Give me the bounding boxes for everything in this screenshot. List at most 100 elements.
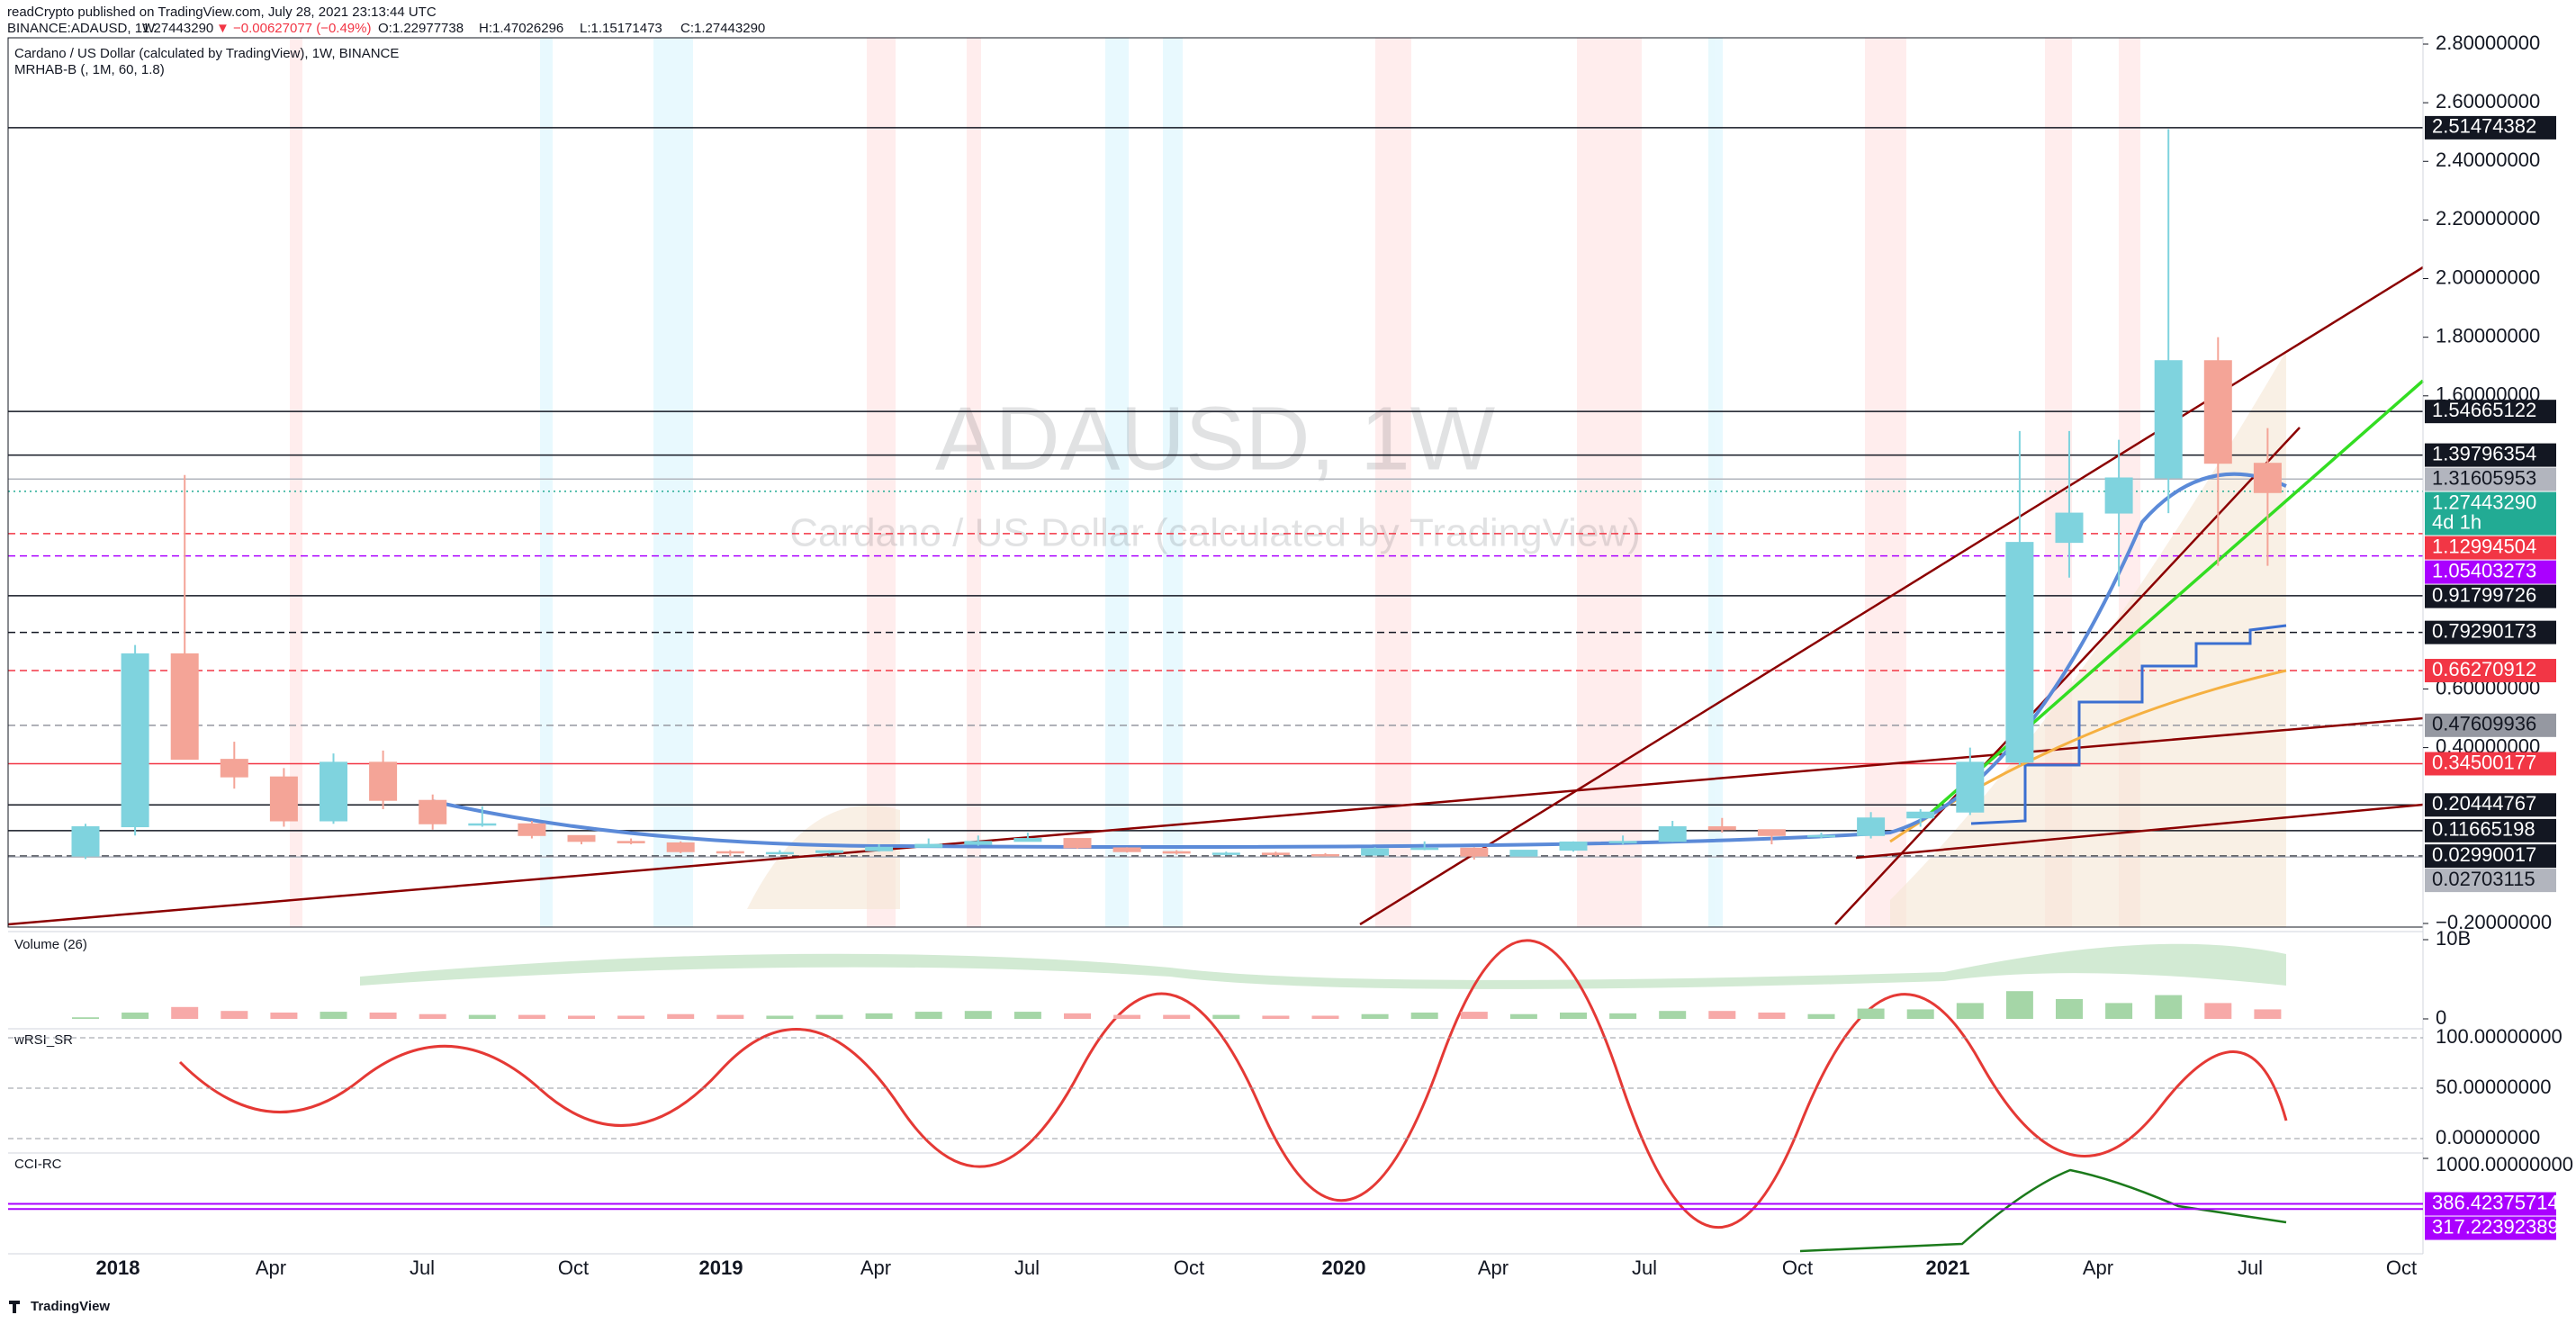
price-tag (2425, 793, 2556, 817)
volume-bar (518, 1014, 545, 1019)
price-tag (2425, 584, 2556, 608)
candle-body (1460, 847, 1489, 857)
band (1865, 38, 1906, 927)
price-tag (2425, 752, 2556, 776)
y-tick-label: 2.80000000 (2436, 32, 2540, 54)
volume-bar (815, 1014, 843, 1019)
price-tag-label: 0.47609936 (2432, 713, 2536, 735)
x-tick-label: Apr (2083, 1256, 2113, 1279)
volume-bar (1906, 1009, 1934, 1019)
legend-indicator: MRHAB-B (, 1M, 60, 1.8) (14, 62, 165, 77)
level-tag-label: 317.22392389 (2432, 1215, 2559, 1238)
level-tag-label: 386.42375714 (2432, 1191, 2559, 1213)
watermark-subtitle: Cardano / US Dollar (calculated by Tradi… (789, 511, 1641, 555)
volume-bar (2155, 995, 2183, 1019)
cci-line (1799, 1168, 2287, 1253)
candle-body (1361, 848, 1390, 856)
price-tag-label: 0.11665198 (2432, 818, 2535, 841)
volume-bar (1113, 1014, 1141, 1019)
footer-logo: TradingView (31, 1299, 110, 1314)
volume-bar (2105, 1003, 2133, 1019)
logo-icon (9, 1301, 20, 1313)
price-tag-label: 0.79290173 (2432, 619, 2536, 642)
candle-body (269, 776, 298, 822)
cloud (1890, 351, 2286, 927)
candle-body (1906, 811, 1935, 819)
y-tick-label: 2.40000000 (2436, 149, 2540, 171)
volume-bar (1807, 1013, 1835, 1019)
y-tick-label: 1000.00000000 (2436, 1153, 2573, 1175)
price-tag (2425, 659, 2556, 683)
volume-bar (914, 1012, 942, 1019)
price-tag (2425, 713, 2556, 737)
price-tag (2425, 869, 2556, 893)
price-tag-label: 1.31605953 (2432, 466, 2536, 489)
x-tick-label: Jul (1014, 1256, 1040, 1279)
volume-bar (1560, 1012, 1587, 1019)
candle-body (419, 799, 447, 824)
band (1105, 38, 1129, 927)
volume-bar (369, 1012, 397, 1019)
band (540, 38, 553, 927)
band (1577, 38, 1642, 927)
price-tag (2425, 844, 2556, 869)
volume-bar (1163, 1014, 1191, 1019)
price-tag (2425, 443, 2556, 467)
trend-line (1359, 266, 2424, 926)
candle-body (369, 761, 398, 801)
x-tick-label: Oct (1174, 1256, 1204, 1279)
price-tag-label: 0.02990017 (2432, 843, 2536, 866)
volume-bar (468, 1014, 496, 1019)
x-tick-label: 2021 (1926, 1256, 1970, 1279)
price-tag-label: 0.34500177 (2432, 751, 2536, 773)
x-tick-label: Jul (410, 1256, 435, 1279)
volume-bar (1262, 1015, 1290, 1019)
y-tick-label: 2.60000000 (2436, 90, 2540, 113)
candle-body (1013, 838, 1042, 842)
candle-body (1608, 841, 1637, 843)
pane-title: Volume (26) (14, 937, 87, 952)
volume-bar (2056, 999, 2083, 1019)
price-tag-label: 1.54665122 (2432, 399, 2536, 421)
candle-body (1162, 851, 1191, 854)
candle-body (1112, 847, 1141, 852)
candle-body (170, 653, 199, 761)
pane-title: CCI-RC (14, 1157, 62, 1172)
candle-body (1410, 847, 1439, 851)
price-tag-label: 0.02703115 (2432, 868, 2535, 890)
x-tick-label: Apr (1478, 1256, 1509, 1279)
x-tick-label: 2019 (699, 1256, 743, 1279)
price-tag-label: 0.66270912 (2432, 658, 2536, 680)
candle-body (815, 850, 843, 853)
candle-body (1956, 761, 1985, 813)
change: ▼ −0.00627077 (−0.49%) (216, 21, 371, 36)
price-tag (2425, 620, 2556, 644)
y-tick-label: 2.20000000 (2436, 207, 2540, 230)
legend-symbol: Cardano / US Dollar (calculated by Tradi… (14, 46, 399, 61)
volume-bar (72, 1017, 99, 1019)
y-tick-label: −0.20000000 (2436, 911, 2552, 933)
candles (71, 129, 2282, 860)
background-bands (290, 38, 2140, 927)
volume-bar (1410, 1012, 1438, 1019)
volume-bar (1064, 1013, 1091, 1019)
trend-line (1834, 427, 2301, 925)
candle-body (468, 823, 497, 826)
candle-body (1261, 852, 1290, 855)
volume-bar (617, 1015, 645, 1019)
trend-line (1855, 803, 2424, 860)
volume-bar (667, 1013, 695, 1019)
trend-line (1920, 379, 2425, 823)
rsi-wave (178, 939, 2288, 1229)
watermark-title: ADAUSD, 1W (935, 388, 1496, 489)
price-tag (2425, 467, 2556, 491)
publisher: readCrypto published on TradingView.com,… (7, 5, 437, 20)
x-tick-label: Oct (558, 1256, 589, 1279)
volume-cloud (360, 943, 2286, 989)
price-tag-label: 1.27443290 (2432, 491, 2536, 513)
volume-bar (1361, 1013, 1389, 1019)
price-tag-label: 1.05403273 (2432, 559, 2536, 581)
volume-bar (1013, 1012, 1041, 1019)
volume-bar (865, 1013, 893, 1019)
step-line (1970, 624, 2287, 825)
